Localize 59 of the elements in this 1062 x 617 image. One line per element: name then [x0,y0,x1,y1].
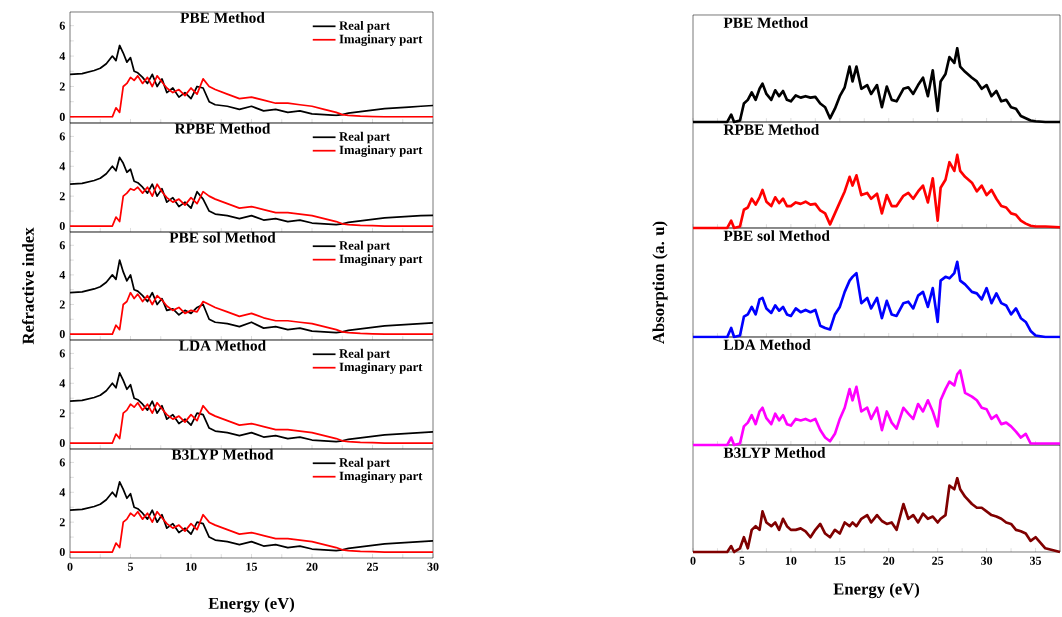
y-axis-title: Absorption (a. u) [652,221,668,344]
x-tick-label: 5 [739,556,745,565]
x-tick-label: 10 [185,562,197,571]
y-tick-label: 6 [59,349,65,358]
chart-title: PBE sol Method [169,231,276,243]
y-tick-label: 0 [59,330,65,339]
legend-label: Imaginary part [339,34,423,46]
y-axis-title: Refractive index [21,227,34,345]
y-tick-label: 0 [59,221,65,231]
chart-title: LDA Method [723,339,811,350]
legend-label: Imaginary part [339,471,423,483]
chart-title: B3LYP Method [723,447,826,458]
chart-title: RPBE Method [723,124,820,135]
y-tick-label: 0 [59,438,65,448]
legend-label: Real part [339,131,391,144]
x-tick-label: 25 [367,562,379,571]
y-tick-label: 2 [59,300,65,309]
y-tick-label: 2 [59,518,65,527]
x-axis-title: Energy (eV) [833,582,920,599]
y-tick-label: 0 [59,547,65,557]
x-tick-label: 5 [127,562,134,571]
x-tick-label: 20 [883,556,895,565]
chart-title: PBE sol Method [723,230,830,241]
x-tick-label: 15 [834,556,846,565]
legend-label: Imaginary part [339,254,423,266]
y-tick-label: 6 [59,241,65,250]
y-tick-label: 2 [59,192,65,201]
legend-label: Imaginary part [339,145,423,157]
chart-title: PBE Method [723,17,808,28]
y-tick-label: 4 [59,162,66,171]
x-tick-label: 30 [427,562,439,571]
x-tick-label: 20 [306,562,318,571]
x-tick-label: 0 [67,562,73,571]
legend-label: Real part [339,457,391,470]
x-tick-label: 0 [690,556,696,565]
legend-label: Real part [339,240,391,253]
legend-label: Real part [339,20,391,33]
chart-title: B3LYP Method [171,449,274,460]
y-tick-label: 6 [59,21,65,30]
y-tick-label: 6 [59,458,65,467]
y-tick-label: 4 [59,52,66,61]
y-tick-label: 6 [59,132,65,141]
y-tick-label: 4 [59,379,66,388]
legend-label: Real part [339,348,391,361]
x-tick-label: 10 [785,556,797,565]
chart-title: RPBE Method [174,123,271,134]
x-axis-title: Energy (eV) [208,597,295,613]
y-tick-label: 4 [59,270,66,279]
x-tick-label: 30 [981,556,993,565]
chart-title: LDA Method [179,340,266,351]
legend-label: Imaginary part [339,362,423,374]
x-tick-label: 15 [246,562,258,571]
y-tick-label: 2 [59,409,65,418]
y-tick-label: 0 [59,112,65,121]
x-tick-label: 35 [1030,556,1042,565]
x-tick-label: 25 [932,556,944,565]
chart-title: PBE Method [180,12,265,23]
y-tick-label: 2 [59,82,65,91]
y-tick-label: 4 [59,488,66,497]
